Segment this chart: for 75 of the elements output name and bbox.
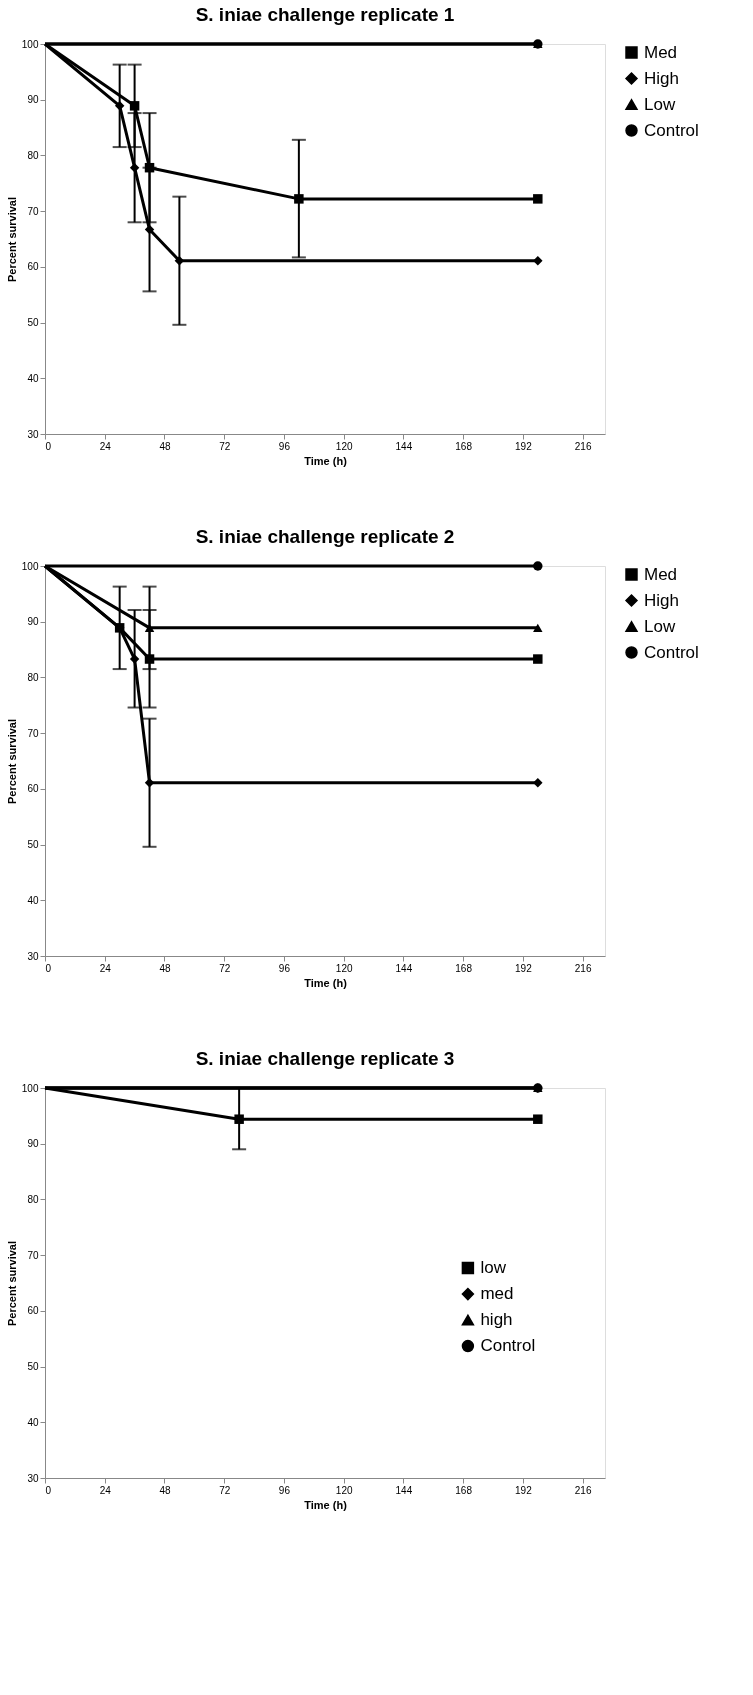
y-axis-title: Percent survival <box>5 1241 18 1326</box>
x-tick-label: 216 <box>574 1484 592 1496</box>
x-tick-label: 192 <box>515 440 533 452</box>
y-axis-title: Percent survival <box>5 719 18 804</box>
y-tick-label: 40 <box>27 894 39 906</box>
y-tick-label: 90 <box>27 1138 39 1150</box>
y-tick-label: 90 <box>27 94 39 106</box>
chart-title: S. iniae challenge replicate 2 <box>195 526 455 547</box>
x-tick-label: 192 <box>515 1484 533 1496</box>
x-tick-label: 168 <box>455 962 473 974</box>
legend-label: Control <box>480 1336 536 1356</box>
y-tick-label: 60 <box>27 783 39 795</box>
y-tick-label: 100 <box>21 1082 39 1094</box>
y-tick-label: 70 <box>27 727 39 739</box>
x-axis-title: Time (h) <box>304 976 348 989</box>
y-tick-label: 80 <box>27 1193 39 1205</box>
y-tick-label: 40 <box>27 1416 39 1428</box>
y-tick-label: 50 <box>27 317 39 329</box>
x-tick-label: 24 <box>99 440 112 452</box>
y-tick-label: 100 <box>21 38 39 50</box>
y-tick-label: 30 <box>27 1472 39 1484</box>
x-tick-label: 72 <box>219 962 231 974</box>
x-axis-title: Time (h) <box>304 1498 348 1511</box>
y-tick-label: 100 <box>21 560 39 572</box>
y-tick-label: 80 <box>27 149 39 161</box>
chart-title: S. iniae challenge replicate 3 <box>195 1048 455 1069</box>
x-tick-label: 48 <box>159 1484 171 1496</box>
y-tick-label: 70 <box>27 1249 39 1261</box>
x-tick-label: 216 <box>574 440 592 452</box>
x-tick-label: 120 <box>335 440 353 452</box>
y-tick-label: 50 <box>27 1361 39 1373</box>
y-tick-label: 30 <box>27 428 39 440</box>
x-tick-label: 120 <box>335 1484 353 1496</box>
x-axis-title: Time (h) <box>304 454 348 467</box>
x-tick-label: 168 <box>455 1484 473 1496</box>
x-tick-label: 96 <box>278 1484 291 1496</box>
x-tick-label: 144 <box>395 1484 413 1496</box>
x-tick-label: 72 <box>219 440 231 452</box>
x-tick-label: 96 <box>278 440 291 452</box>
y-tick-label: 50 <box>27 839 39 851</box>
legend-label: high <box>480 1310 513 1330</box>
x-tick-label: 24 <box>99 962 112 974</box>
x-tick-label: 0 <box>45 962 52 974</box>
y-tick-label: 80 <box>27 671 39 683</box>
legend-label: Med <box>644 564 678 584</box>
x-tick-label: 192 <box>515 962 533 974</box>
legend-label: High <box>644 68 679 88</box>
y-tick-label: 30 <box>27 950 39 962</box>
x-tick-label: 144 <box>395 962 413 974</box>
y-tick-label: 70 <box>27 205 39 217</box>
x-tick-label: 144 <box>395 440 413 452</box>
x-tick-label: 72 <box>219 1484 231 1496</box>
legend-label: med <box>480 1284 514 1304</box>
x-tick-label: 48 <box>159 440 171 452</box>
x-tick-label: 0 <box>45 440 52 452</box>
x-tick-label: 120 <box>335 962 353 974</box>
x-tick-label: 96 <box>278 962 291 974</box>
y-tick-label: 60 <box>27 261 39 273</box>
y-tick-label: 90 <box>27 616 39 628</box>
legend-label: High <box>644 590 679 610</box>
x-tick-label: 0 <box>45 1484 52 1496</box>
y-tick-label: 40 <box>27 372 39 384</box>
x-tick-label: 48 <box>159 962 171 974</box>
legend-label: low <box>480 1258 507 1278</box>
legend-label: Control <box>644 120 699 140</box>
y-tick-label: 60 <box>27 1305 39 1317</box>
legend-label: Control <box>644 642 699 662</box>
legend-label: Med <box>644 42 678 62</box>
x-tick-label: 168 <box>455 440 473 452</box>
legend-label: Low <box>644 616 676 636</box>
x-tick-label: 24 <box>99 1484 112 1496</box>
x-tick-label: 216 <box>574 962 592 974</box>
chart-title: S. iniae challenge replicate 1 <box>195 4 455 25</box>
legend-label: Low <box>644 94 676 114</box>
y-axis-title: Percent survival <box>5 197 18 282</box>
